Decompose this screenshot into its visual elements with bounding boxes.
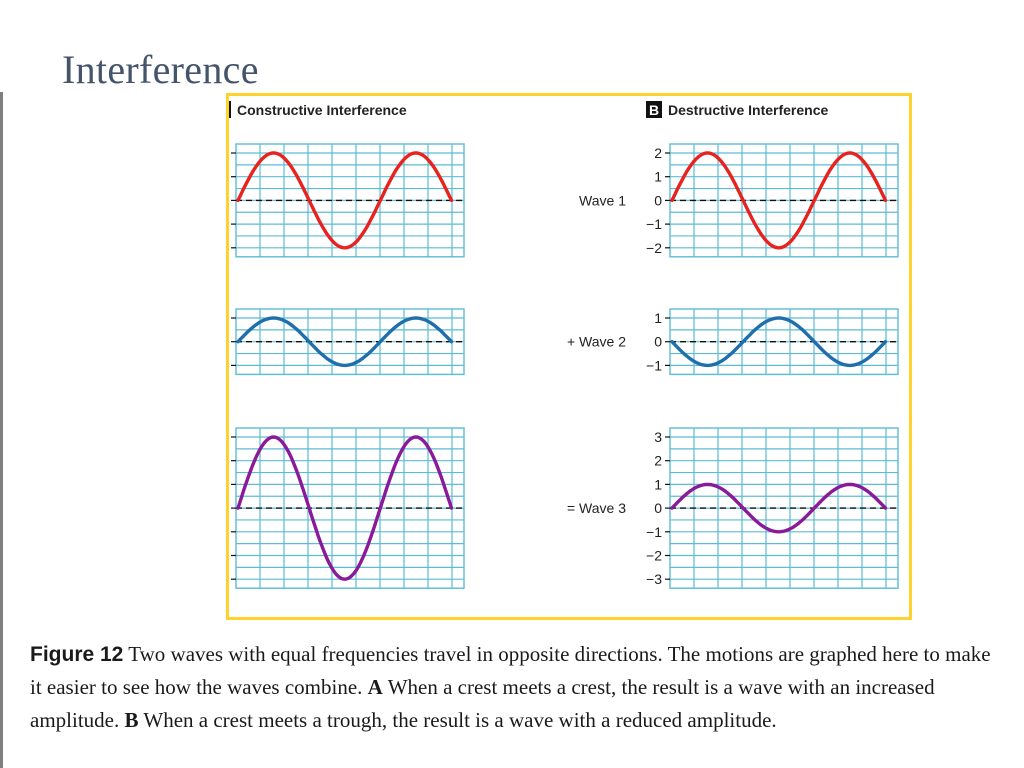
panel-b-row-3-wave-curve	[670, 482, 888, 534]
panel-b-row-3-label: = Wave 3	[567, 500, 626, 516]
caption-marker-b: B	[124, 708, 139, 732]
panel-a-row-2-wave-curve	[236, 316, 454, 368]
panel-b-row-3-tick-label: 3	[654, 429, 662, 445]
panel-b-row-1-tick-label: −2	[646, 240, 662, 256]
panel-b-row-2-tick-label: 1	[654, 310, 662, 326]
panel-b-letter: B	[649, 102, 659, 118]
panel-b-row-3-tick-label: 1	[654, 476, 662, 492]
panel-b-title: Destructive Interference	[668, 102, 829, 118]
caption-marker-a: A	[367, 675, 383, 699]
panel-b-row-3-tick-label: −3	[646, 571, 662, 587]
panel-b-row-2-tick-label: 0	[654, 334, 662, 350]
panel-b-row-1-tick-label: −1	[646, 216, 662, 232]
panel-b-row-3-tick-label: 2	[654, 453, 662, 469]
panel-b-row-3-tick-label: −2	[646, 548, 662, 564]
figure-caption: Figure 12 Two waves with equal frequenci…	[30, 638, 1005, 737]
panel-b-row-1-tick-label: 2	[654, 145, 662, 161]
panel-b-letter-badge	[646, 101, 662, 118]
panel-b-row-2-wave-curve	[670, 316, 888, 368]
caption-text-2: When a crest meets a crest, the result i…	[30, 675, 935, 732]
panel-b-row-1-label: Wave 1	[579, 192, 626, 208]
panel-a-row-1-wave-curve	[236, 151, 454, 250]
panel-a-title: Constructive Interference	[237, 102, 407, 118]
panel-b-row-3-tick-label: 0	[654, 500, 662, 516]
panel-b-row-1-tick-label: 1	[654, 169, 662, 185]
slide-left-rule	[0, 92, 3, 768]
panel-a-row-3-wave-curve	[236, 435, 454, 581]
panel-b-row-2-tick-label: −1	[646, 357, 662, 373]
caption-text-3: When a crest meets a trough, the result …	[143, 708, 777, 732]
panel-b-row-3-tick-label: −1	[646, 524, 662, 540]
caption-text-1: Two waves with equal frequencies travel …	[30, 642, 991, 699]
panel-b-row-2-label: + Wave 2	[567, 334, 626, 350]
panel-a-letter-badge	[229, 101, 231, 118]
caption-figure-label: Figure 12	[30, 643, 124, 666]
panel-b-row-1-wave-curve	[670, 151, 888, 250]
panel-b-row-1-tick-label: 0	[654, 192, 662, 208]
slide-title: Interference	[62, 47, 259, 92]
